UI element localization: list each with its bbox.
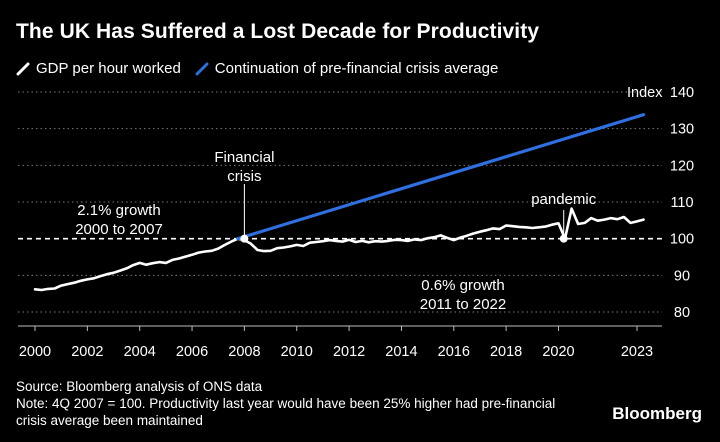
y-tick-label-130: 130	[670, 122, 694, 138]
x-tick-label-2016: 2016	[438, 344, 470, 360]
y-tick-label-120: 120	[670, 158, 694, 174]
x-tick-label-2006: 2006	[176, 344, 208, 360]
x-tick-label-2020: 2020	[542, 344, 574, 360]
series-layer	[33, 113, 646, 292]
legend: GDP per hour worked Continuation of pre-…	[16, 60, 512, 77]
x-tick-label-2018: 2018	[490, 344, 522, 360]
x-tick-label-2000: 2000	[19, 344, 51, 360]
y-axis: 80 90 100 110 120 130 140 Index	[627, 85, 694, 321]
legend-label-continuation: Continuation of pre-financial crisis ave…	[214, 60, 499, 77]
pandemic-marker	[559, 234, 568, 243]
legend-item-gdp: GDP per hour worked	[16, 60, 181, 77]
x-tick-label-2008: 2008	[228, 344, 260, 360]
bloomberg-logo: Bloomberg	[612, 404, 702, 423]
y-tick-label-100: 100	[670, 232, 694, 248]
annotation-growth-2000-2007-line-1: 2.1% growth	[77, 202, 160, 219]
y-tick-label-90: 90	[674, 268, 690, 284]
footer: Source: Bloomberg analysis of ONS data N…	[16, 378, 576, 429]
x-tick-label-2023: 2023	[621, 344, 653, 360]
legend-swatch-blue	[195, 62, 209, 75]
legend-item-continuation: Continuation of pre-financial crisis ave…	[195, 60, 498, 77]
x-tick-label-2010: 2010	[281, 344, 313, 360]
annotation-pandemic-line-1: pandemic	[531, 191, 597, 208]
x-axis: 2000 2002 2004 2006 2008 2010 2012 2014 2016 2018…	[18, 325, 662, 360]
x-tick-label-2002: 2002	[71, 344, 103, 360]
annotation-growth-2011-2022-line-1: 0.6% growth	[421, 277, 504, 294]
chart-title: The UK Has Suffered a Lost Decade for Pr…	[16, 20, 540, 43]
x-tick-label-2012: 2012	[333, 344, 365, 360]
x-tick-label-2014: 2014	[385, 344, 417, 360]
annotation-growth-2000-2007-line-2: 2000 to 2007	[75, 221, 163, 238]
annotations: Financial crisis pandemic 2.1% growth 2000 t…	[75, 149, 597, 313]
annotation-growth-2011-2022-line-2: 2011 to 2022	[420, 296, 506, 313]
y-tick-label-80: 80	[674, 305, 690, 321]
annotation-financial-crisis-line-2: crisis	[227, 168, 261, 185]
footnote: Note: 4Q 2007 = 100. Productivity last y…	[16, 396, 556, 428]
y-tick-label-110: 110	[670, 195, 693, 211]
source-note: Source: Bloomberg analysis of ONS data	[16, 379, 263, 394]
x-tick-label-2004: 2004	[124, 344, 156, 360]
series-line-continuation	[236, 113, 646, 241]
annotation-financial-crisis-line-1: Financial	[214, 149, 274, 166]
y-axis-title: Index	[627, 85, 663, 101]
gridlines	[18, 91, 662, 313]
financial-crisis-marker	[240, 234, 249, 243]
series-line-gdp	[33, 207, 645, 292]
legend-label-gdp: GDP per hour worked	[36, 60, 181, 77]
legend-swatch-white	[16, 62, 30, 75]
y-tick-label-140: 140	[670, 85, 694, 101]
